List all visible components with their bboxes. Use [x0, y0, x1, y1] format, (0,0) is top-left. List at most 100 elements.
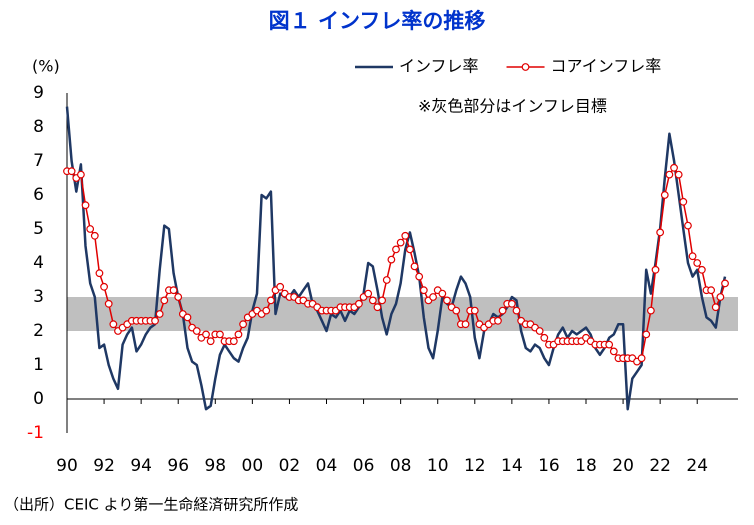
- point-marker: [100, 282, 108, 291]
- point-marker: [216, 330, 224, 339]
- y-axis-label: (%): [32, 57, 60, 76]
- point-marker: [707, 286, 716, 295]
- x-tick-label: 94: [130, 456, 152, 476]
- point-marker: [642, 330, 651, 339]
- y-tick-label: 2: [33, 321, 44, 341]
- x-tick-label: 90: [56, 456, 78, 476]
- point-marker: [81, 201, 90, 210]
- point-marker: [95, 269, 104, 278]
- point-marker: [415, 272, 424, 281]
- x-tick-label: 24: [686, 456, 708, 476]
- point-marker: [605, 340, 614, 349]
- point-marker: [406, 245, 414, 254]
- point-marker: [90, 231, 99, 240]
- point-marker: [660, 191, 669, 199]
- point-marker: [183, 313, 192, 322]
- point-marker: [711, 303, 720, 312]
- point-marker: [174, 293, 183, 301]
- point-marker: [382, 276, 391, 284]
- x-tick-label: 08: [390, 456, 412, 476]
- x-tick-label: 04: [316, 456, 338, 476]
- y-tick-label: 7: [33, 151, 44, 171]
- x-tick-label: 06: [353, 456, 375, 476]
- series-line: [67, 167, 726, 363]
- point-marker: [67, 167, 76, 176]
- point-marker: [419, 286, 428, 295]
- point-marker: [697, 265, 706, 274]
- legend-marker: [521, 63, 530, 71]
- point-marker: [684, 221, 692, 230]
- point-marker: [202, 330, 210, 339]
- x-tick-label: 14: [501, 456, 523, 476]
- x-tick-label: 12: [464, 456, 486, 476]
- point-marker: [637, 354, 646, 363]
- point-marker: [373, 303, 382, 312]
- point-marker: [262, 306, 271, 315]
- point-marker: [498, 306, 507, 315]
- y-tick-label: 8: [33, 117, 44, 137]
- point-marker: [688, 252, 697, 261]
- point-marker: [392, 245, 400, 254]
- point-marker: [368, 296, 377, 305]
- point-marker: [461, 320, 470, 329]
- point-marker: [77, 170, 85, 179]
- point-marker: [429, 293, 437, 301]
- point-marker: [192, 327, 201, 335]
- source-note: （出所）CEIC より第一生命経済研究所作成: [4, 496, 298, 514]
- point-marker: [109, 320, 118, 329]
- x-tick-label: 20: [612, 456, 634, 476]
- x-tick-label: 98: [204, 456, 226, 476]
- y-tick-label: 1: [33, 355, 44, 375]
- point-marker: [266, 296, 275, 305]
- point-marker: [410, 262, 419, 271]
- point-marker: [535, 327, 544, 335]
- x-tick-label: 16: [538, 456, 560, 476]
- point-marker: [364, 289, 373, 298]
- point-marker: [378, 296, 387, 305]
- point-marker: [169, 286, 178, 295]
- point-marker: [206, 337, 215, 346]
- point-marker: [693, 259, 702, 267]
- point-marker: [387, 255, 396, 264]
- chart-title: 図１ インフレ率の推移: [269, 9, 486, 33]
- y-tick-label: 9: [33, 83, 44, 103]
- point-marker: [670, 163, 678, 172]
- y-tick-label: 4: [33, 253, 44, 273]
- point-marker: [665, 170, 674, 179]
- point-marker: [512, 306, 521, 315]
- x-tick-label: 22: [649, 456, 671, 476]
- point-marker: [104, 299, 113, 308]
- point-marker: [494, 316, 502, 325]
- point-marker: [276, 282, 285, 291]
- y-tick-label: 6: [33, 185, 44, 205]
- point-marker: [239, 320, 247, 329]
- point-marker: [401, 231, 410, 240]
- point-marker: [651, 265, 660, 274]
- point-marker: [160, 296, 169, 305]
- y-tick-label: 5: [33, 219, 44, 239]
- point-marker: [507, 299, 516, 308]
- point-marker: [656, 228, 665, 237]
- point-marker: [151, 316, 159, 325]
- point-marker: [646, 306, 655, 315]
- x-tick-label: 96: [167, 456, 189, 476]
- point-marker: [155, 310, 164, 318]
- point-marker: [716, 293, 725, 301]
- x-tick-label: 18: [575, 456, 597, 476]
- annotation: ※灰色部分はインフレ目標: [418, 97, 607, 116]
- point-marker: [470, 306, 479, 315]
- point-marker: [438, 289, 447, 298]
- point-marker: [86, 225, 95, 233]
- point-marker: [396, 238, 405, 247]
- y-tick-label: -1: [27, 423, 44, 443]
- y-tick-label: 3: [33, 287, 44, 307]
- point-marker: [721, 279, 729, 288]
- x-tick-label: 02: [279, 456, 301, 476]
- point-marker: [452, 306, 461, 315]
- point-marker: [609, 347, 618, 356]
- x-tick-label: 10: [427, 456, 449, 476]
- point-marker: [674, 170, 683, 179]
- y-tick-label: 0: [33, 389, 44, 409]
- point-marker: [679, 197, 688, 206]
